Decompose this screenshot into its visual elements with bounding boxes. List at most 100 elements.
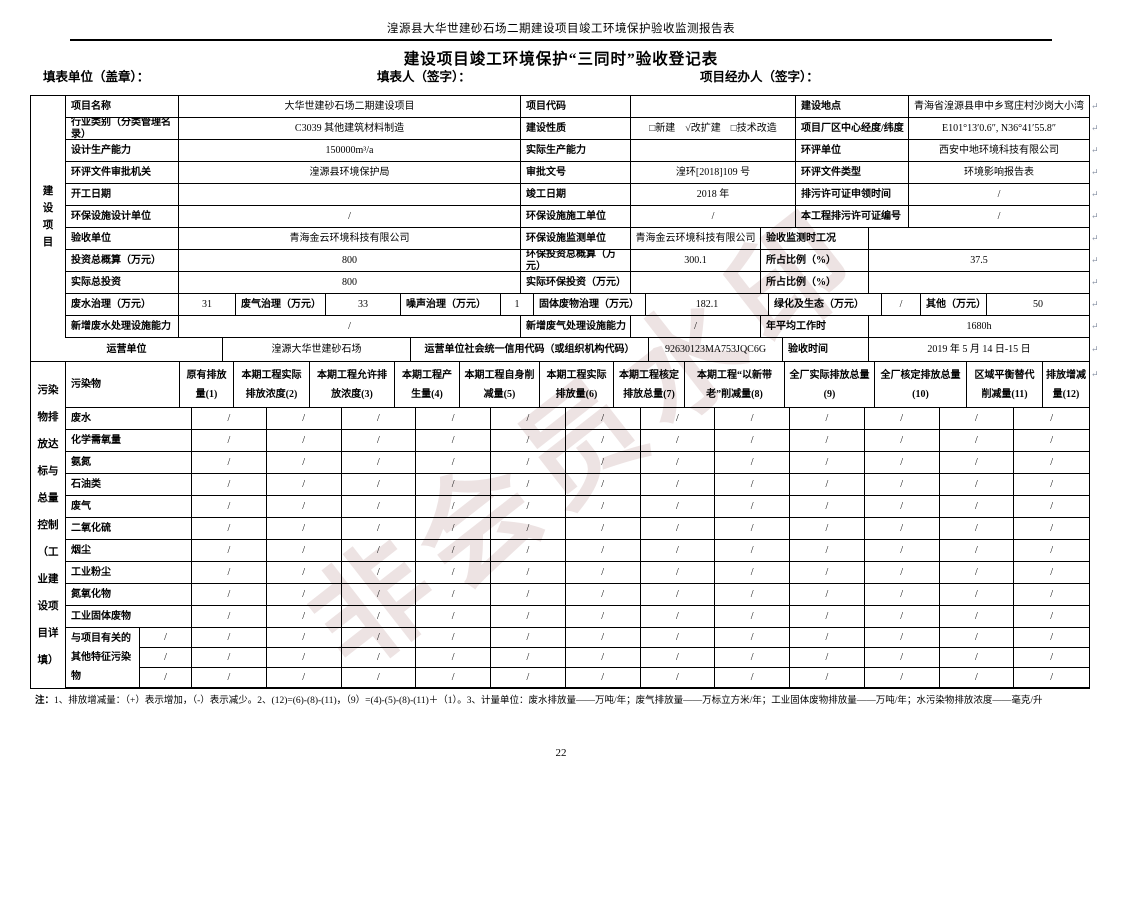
data-cell: / [939,452,1015,474]
field-label: 排污许可证申领时间 [796,184,909,206]
data-cell: / [790,518,865,540]
data-cell: / [1014,430,1089,452]
data-cell: / [341,496,417,518]
pollutant-label: 二氧化硫 [66,518,192,540]
table-row: 验收单位 青海金云环境科技有限公司 环保设施监测单位 青海金云环境科技有限公司 验收监测… [66,228,1089,250]
data-cell: / [715,540,790,562]
data-cell: / [491,430,566,452]
pollutant-header-row: 污染物 原有排放量(1) 本期工程实际排放浓度(2) 本期工程允许排放浓度(3) 本期工… [66,362,1089,408]
data-cell: / [864,518,940,540]
data-cell: / [864,606,940,628]
paragraph-mark-icon: ↵ [1091,211,1099,221]
data-cell: / [266,474,342,496]
data-cell: / [266,606,342,628]
table-row: 烟尘 / / / / / / / / / / / / [66,540,1089,562]
data-cell: / [266,584,342,606]
data-cell: / [565,606,641,628]
field-value: 800 [179,272,521,294]
data-cell: / [341,648,417,668]
field-label: 运营单位社会统一信用代码（或组织机构代码） [411,338,649,362]
data-cell: / [192,584,267,606]
data-cell: / [491,628,566,648]
table-row: 新增废水处理设施能力 / 新增废气处理设施能力 / 年平均工作时 1680h [66,316,1089,338]
side-label-pollutant: 污染物排放达标与总量控制（工业建设项目详填） [31,362,66,688]
field-label: 年平均工作时 [761,316,869,338]
data-cell: / [640,474,716,496]
data-cell: / [1014,606,1089,628]
page-title: 建设项目竣工环境保护“三同时”验收登记表 [403,51,719,68]
field-label: 设计生产能力 [66,140,179,162]
paragraph-mark-icon: ↵ [1091,255,1099,265]
data-cell: / [715,668,790,688]
data-cell: / [491,606,566,628]
pollutant-label: 与项目有关的其他特征污染物 [66,628,140,688]
field-label: 竣工日期 [521,184,631,206]
data-cell: / [416,452,491,474]
data-cell: / [491,584,566,606]
data-cell: / [266,668,342,688]
field-value [631,96,796,118]
data-cell: / [939,430,1015,452]
field-label: 其他（万元） [921,294,987,316]
data-cell: / [790,540,865,562]
footnote-prefix: 注： [35,696,55,706]
data-cell: / [416,668,491,688]
column-header: 排放增减量(12) [1043,362,1089,408]
table-row: 氨氮 / / / / / / / / / / / / [66,452,1089,474]
data-cell: / [715,628,790,648]
data-cell: / [790,668,865,688]
data-cell: / [1014,496,1089,518]
table-row: 废水 / / / / / / / / / / / / [66,408,1089,430]
data-cell: / [565,452,641,474]
data-cell: / [416,540,491,562]
field-value [869,228,1089,250]
field-value: 青海金云环境科技有限公司 [631,228,761,250]
field-label: 实际总投资 [66,272,179,294]
paragraph-mark-icon: ↵ [1091,189,1099,199]
data-cell: / [640,408,716,430]
data-cell: / [1014,668,1089,688]
data-cell: / [416,648,491,668]
data-cell: / [864,474,940,496]
data-cell: / [266,648,342,668]
data-cell: / [140,648,192,668]
field-label: 环保设施监测单位 [521,228,631,250]
data-cell: / [565,430,641,452]
field-value: 湟环[2018]109 号 [631,162,796,184]
data-cell: / [416,628,491,648]
data-cell: / [266,496,342,518]
data-cell: / [491,540,566,562]
data-cell: / [939,648,1015,668]
table-row: 开工日期 竣工日期 2018 年排污许可证申领时间 / [66,184,1089,206]
paragraph-mark-icon: ↵ [1091,145,1099,155]
data-cell: / [192,474,267,496]
data-cell: / [565,540,641,562]
data-cell: / [864,408,940,430]
data-cell: / [341,474,417,496]
data-cell: / [266,430,342,452]
field-label: 项目代码 [521,96,631,118]
field-label: 环评文件审批机关 [66,162,179,184]
data-cell: / [640,540,716,562]
data-cell: / [341,540,417,562]
field-label: 运营单位 [31,338,223,362]
table-row: 氮氧化物 / / / / / / / / / / / / [66,584,1089,606]
data-cell: / [715,648,790,668]
table-row: 投资总概算（万元） 800 环保投资总概算（万元） 300.1 所占比例（%） 37.5 [66,250,1089,272]
data-cell: / [416,496,491,518]
data-cell: / [341,452,417,474]
field-label: 建设性质 [521,118,631,140]
field-value: 1680h [869,316,1089,338]
table-row: 环保设施设计单位 / 环保设施施工单位 / 本工程排污许可证编号 / [66,206,1089,228]
data-cell: / [565,408,641,430]
field-label: 实际生产能力 [521,140,631,162]
field-value [179,184,521,206]
side-label-project: 建设项目 [31,96,66,338]
data-cell: / [715,430,790,452]
field-label: 投资总概算（万元） [66,250,179,272]
field-label: 审批文号 [521,162,631,184]
field-value: 2018 年 [631,184,796,206]
data-cell: / [939,496,1015,518]
data-cell: / [416,430,491,452]
data-cell: / [939,518,1015,540]
